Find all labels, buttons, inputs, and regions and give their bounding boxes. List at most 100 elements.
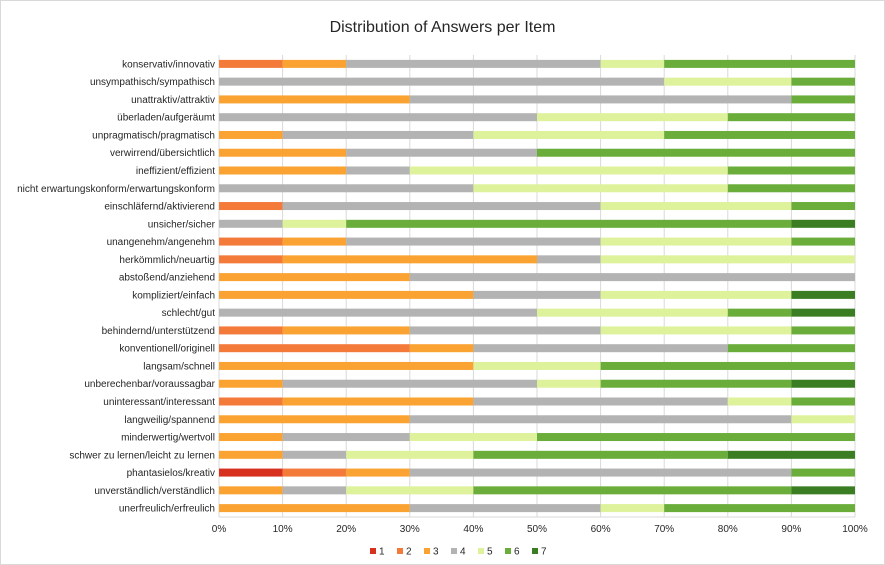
bar-segment-5 (600, 202, 792, 211)
legend-label: 3 (433, 547, 439, 558)
bar-segment-5 (600, 326, 792, 335)
bar-segment-6 (727, 113, 855, 122)
bar-segment-6 (727, 166, 855, 175)
x-tick-label: 30% (400, 524, 420, 535)
category-label: unangenehm/angenehm (107, 237, 215, 248)
bar-segment-4 (409, 415, 792, 424)
bar-segment-5 (282, 219, 347, 228)
x-tick-label: 10% (273, 524, 293, 535)
bar-segment-6 (791, 397, 855, 406)
bar-segment-3 (219, 361, 474, 370)
bar-segment-4 (346, 166, 410, 175)
legend-label: 4 (460, 547, 466, 558)
legend-swatch-2 (397, 548, 403, 554)
category-label: schlecht/gut (162, 308, 216, 319)
bar-segment-4 (409, 273, 855, 282)
bar-segment-3 (409, 344, 474, 353)
bar-segment-6 (664, 504, 855, 513)
bar-segment-3 (219, 290, 474, 299)
bar-segment-6 (537, 433, 855, 442)
bar-segment-4 (473, 344, 728, 353)
bar-segment-6 (664, 59, 855, 68)
bar-segment-2 (219, 59, 283, 68)
bar-segment-4 (409, 504, 601, 513)
category-label: einschläfernd/aktivierend (104, 202, 215, 213)
bar-segment-2 (282, 468, 347, 477)
category-label: ineffizient/effizient (136, 166, 215, 177)
bar-segment-7 (791, 308, 855, 317)
bar-segment-4 (473, 290, 601, 299)
category-label: nicht erwartungskonform/erwartungskonfor… (17, 184, 215, 195)
x-tick-label: 40% (463, 524, 483, 535)
bar-segment-1 (219, 468, 283, 477)
legend-swatch-3 (424, 548, 430, 554)
bar-segment-6 (727, 308, 792, 317)
bar-segment-3 (282, 326, 410, 335)
bar-segment-4 (282, 450, 347, 459)
bar-segment-5 (537, 379, 601, 388)
category-label: unverständlich/verständlich (94, 486, 215, 497)
bar-segment-6 (600, 361, 855, 370)
category-label: unsympathisch/sympathisch (90, 77, 215, 88)
bar-segment-3 (219, 130, 283, 139)
category-label: langweilig/spannend (124, 415, 215, 426)
bar-segment-4 (409, 95, 792, 104)
bar-segment-6 (791, 202, 855, 211)
category-label: minderwertig/wertvoll (121, 433, 215, 444)
category-label: uninteressant/interessant (103, 397, 215, 408)
bar-segment-6 (473, 450, 728, 459)
category-label: überladen/aufgeräumt (117, 113, 215, 124)
bar-segment-4 (537, 255, 601, 264)
legend-swatch-1 (370, 548, 376, 554)
bar-segment-4 (346, 237, 601, 246)
bar-segment-5 (537, 308, 728, 317)
bar-segment-5 (664, 77, 792, 86)
bar-segment-6 (791, 468, 855, 477)
bar-segment-7 (791, 290, 855, 299)
bar-segment-3 (219, 450, 283, 459)
bar-segment-5 (600, 237, 792, 246)
legend-swatch-5 (478, 548, 484, 554)
bar-segment-5 (473, 130, 665, 139)
bar-segment-6 (727, 344, 855, 353)
bar-segment-5 (346, 450, 474, 459)
legend-label: 2 (406, 547, 412, 558)
legend-label: 1 (379, 547, 385, 558)
bar-segment-6 (473, 486, 792, 495)
bar-segment-3 (219, 415, 410, 424)
legend-label: 5 (487, 547, 493, 558)
x-tick-label: 100% (842, 524, 868, 535)
category-label: verwirrend/übersichtlich (110, 148, 215, 159)
bar-segment-2 (219, 255, 283, 264)
x-tick-label: 70% (654, 524, 674, 535)
bar-segment-6 (537, 148, 855, 157)
category-label: schwer zu lernen/leicht zu lernen (69, 450, 215, 461)
bar-segment-2 (219, 344, 410, 353)
category-label: konservativ/innovativ (122, 59, 215, 70)
bar-segment-3 (219, 433, 283, 442)
x-tick-label: 0% (212, 524, 227, 535)
bar-segment-5 (727, 397, 792, 406)
bar-segment-4 (219, 113, 537, 122)
bar-segment-4 (219, 308, 537, 317)
bar-segment-7 (791, 486, 855, 495)
bar-segment-3 (219, 148, 347, 157)
bar-segment-7 (727, 450, 855, 459)
bar-segment-5 (600, 59, 665, 68)
bar-segment-3 (282, 237, 347, 246)
bar-segment-6 (727, 184, 855, 193)
legend-label: 6 (514, 547, 520, 558)
bar-segment-7 (791, 219, 855, 228)
bar-segment-6 (600, 379, 792, 388)
bar-segment-4 (282, 486, 347, 495)
bar-segment-4 (346, 148, 537, 157)
bar-segment-6 (791, 237, 855, 246)
x-tick-label: 50% (527, 524, 547, 535)
bar-segment-2 (219, 202, 283, 211)
bar-segment-5 (473, 361, 601, 370)
bar-segment-5 (537, 113, 728, 122)
category-label: unsicher/sicher (148, 219, 216, 230)
bar-segment-4 (346, 59, 601, 68)
